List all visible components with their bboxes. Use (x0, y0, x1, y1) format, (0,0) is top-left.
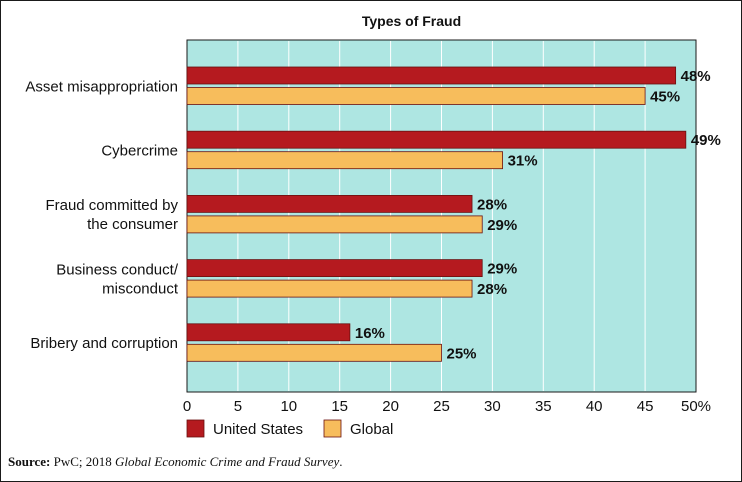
bar-united-states (186, 130, 687, 149)
bar-series (186, 66, 687, 362)
source-note: Source: PwC; 2018 Global Economic Crime … (8, 454, 343, 470)
x-axis-ticks: 0 5 10 15 20 25 30 35 40 45 50% (183, 398, 711, 415)
legend-label-global: Global (350, 421, 393, 438)
legend-swatch-united-states (186, 419, 205, 438)
category-label: Asset misappropriation (25, 78, 178, 95)
tick-label: 50% (681, 398, 711, 415)
category-label: Fraud committed by the consumer (45, 197, 178, 233)
value-label: 48% (681, 68, 711, 85)
tick-label: 25 (433, 398, 450, 415)
value-labels: 48%45% 49% 31% 28% 29% 29% 28% 16% 25% (355, 68, 721, 362)
source-label: Source: (8, 454, 51, 469)
value-label: 16% (355, 325, 385, 342)
category-label: Bribery and corruption (30, 335, 178, 352)
tick-label: 10 (280, 398, 297, 415)
source-title: Global Economic Crime and Fraud Survey (115, 454, 340, 469)
bar-united-states (186, 323, 351, 342)
source-end: . (339, 454, 343, 469)
category-label: Cybercrime (101, 142, 178, 159)
bar-global (186, 87, 646, 105)
value-label: 45% (650, 89, 680, 106)
tick-label: 45 (637, 398, 654, 415)
bar-global (186, 279, 473, 298)
bar-united-states (186, 66, 677, 85)
category-labels: Asset misappropriation Cybercrime Fraud co… (25, 78, 178, 352)
tick-label: 40 (586, 398, 603, 415)
bar-global (186, 215, 483, 234)
value-label: 29% (487, 217, 517, 234)
tick-label: 15 (331, 398, 348, 415)
tick-label: 20 (382, 398, 399, 415)
bar-united-states (186, 194, 473, 213)
tick-label: 35 (535, 398, 552, 415)
chart-title: Types of Fraud (362, 13, 461, 29)
tick-label: 0 (183, 398, 191, 415)
bar-global (186, 151, 503, 170)
legend: United States Global (186, 419, 393, 438)
value-label: 31% (508, 153, 538, 170)
value-label: 29% (487, 261, 517, 278)
legend-swatch-global (323, 419, 342, 438)
tick-label: 5 (234, 398, 242, 415)
value-label: 28% (477, 196, 507, 213)
value-label: 25% (447, 345, 477, 362)
bar-global (186, 343, 442, 362)
tick-label: 30 (484, 398, 501, 415)
value-label: 49% (691, 132, 721, 149)
category-label: Business conduct/misconduct (56, 261, 179, 297)
value-label: 28% (477, 281, 507, 298)
legend-label-united-states: United States (213, 421, 303, 438)
source-publisher: PwC; 2018 (53, 454, 112, 469)
bar-united-states (186, 259, 483, 278)
